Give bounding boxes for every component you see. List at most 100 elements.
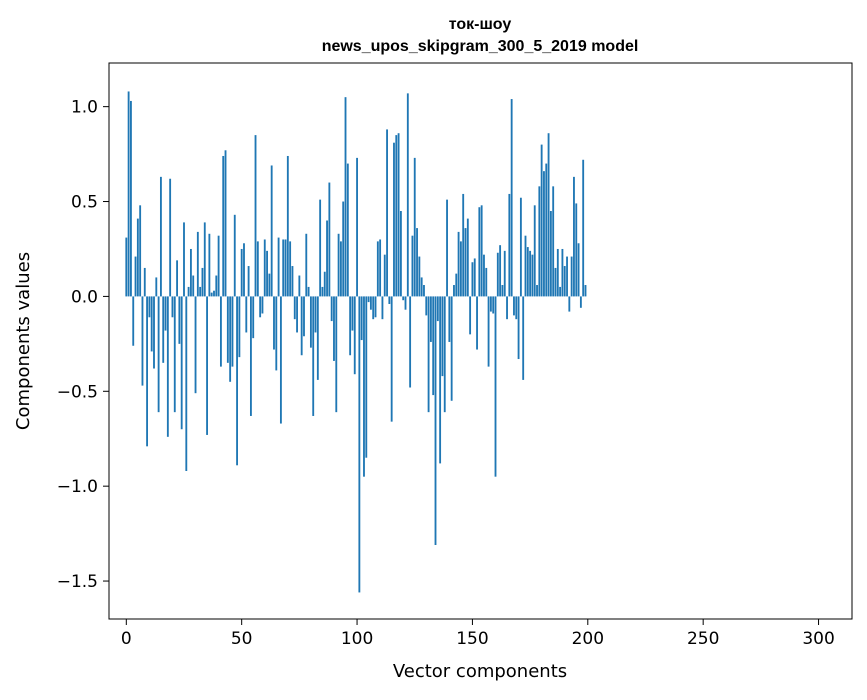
bar-175 — [529, 250, 532, 297]
bar-1 — [127, 91, 130, 297]
bar-83 — [316, 296, 319, 380]
bar-100 — [356, 157, 358, 297]
bar-124 — [411, 235, 414, 297]
bar-119 — [399, 211, 402, 297]
bar-92 — [337, 233, 340, 297]
bar-50 — [240, 248, 243, 297]
bar-95 — [344, 97, 347, 297]
y-tick-label: −1.0 — [57, 477, 98, 497]
bar-173 — [524, 235, 527, 297]
bar-136 — [439, 296, 442, 464]
bar-195 — [575, 203, 578, 297]
plot-frame — [108, 62, 853, 620]
bar-158 — [489, 296, 492, 312]
bar-169 — [515, 296, 518, 320]
bar-series — [125, 91, 587, 593]
bar-117 — [395, 135, 398, 297]
bar-188 — [559, 286, 562, 297]
bar-29 — [192, 275, 195, 297]
bar-96 — [346, 163, 349, 297]
bar-196 — [577, 243, 580, 297]
bar-60 — [263, 239, 266, 297]
bar-24 — [180, 296, 183, 430]
bar-164 — [503, 250, 506, 297]
bar-127 — [418, 256, 421, 297]
bar-191 — [566, 256, 568, 297]
bar-159 — [492, 296, 495, 314]
bar-109 — [376, 241, 379, 297]
bar-56 — [254, 135, 257, 297]
bar-51 — [243, 243, 245, 297]
bar-84 — [319, 199, 322, 297]
bar-55 — [252, 296, 255, 339]
y-axis-ticks: −1.5 −1.0 −0.5 0.0 0.5 1.0 — [57, 98, 109, 592]
bar-140 — [448, 296, 451, 342]
bar-71 — [289, 241, 292, 297]
bar-97 — [349, 296, 352, 356]
bar-123 — [409, 296, 412, 388]
bar-79 — [307, 286, 310, 297]
x-tick-label: 250 — [687, 629, 719, 649]
bar-126 — [416, 228, 418, 297]
bar-4 — [134, 256, 137, 297]
bar-89 — [330, 296, 333, 322]
bar-62 — [268, 273, 271, 297]
bar-189 — [561, 248, 564, 297]
bar-186 — [554, 267, 557, 297]
bar-94 — [342, 201, 345, 297]
bar-80 — [309, 296, 312, 348]
bar-21 — [173, 296, 176, 413]
bar-153 — [478, 207, 481, 297]
bar-61 — [266, 250, 268, 297]
bar-104 — [365, 296, 368, 458]
bar-3 — [132, 296, 135, 346]
bar-15 — [159, 176, 162, 297]
bar-183 — [547, 133, 550, 297]
bar-101 — [358, 296, 361, 593]
bar-118 — [397, 133, 400, 297]
bar-85 — [321, 286, 324, 297]
bar-87 — [326, 220, 328, 297]
bar-176 — [531, 254, 534, 297]
bar-37 — [210, 292, 213, 297]
bar-142 — [453, 285, 455, 297]
bar-151 — [473, 258, 476, 297]
bar-160 — [494, 296, 497, 477]
bar-91 — [335, 296, 338, 413]
bar-81 — [312, 296, 315, 416]
bar-102 — [360, 296, 363, 341]
bar-166 — [508, 193, 511, 297]
bar-143 — [455, 273, 458, 297]
bar-161 — [496, 252, 499, 297]
bar-187 — [556, 248, 559, 297]
bar-38 — [213, 290, 215, 297]
bar-78 — [305, 233, 308, 297]
chart-title: ток-шоу — [449, 16, 512, 33]
bar-197 — [579, 296, 582, 308]
bar-43 — [224, 150, 227, 297]
bar-27 — [187, 286, 190, 297]
bar-122 — [406, 93, 409, 297]
x-tick-label: 200 — [572, 629, 604, 649]
bar-179 — [538, 186, 541, 297]
bar-32 — [199, 286, 202, 297]
bar-162 — [499, 245, 502, 297]
bar-180 — [540, 144, 543, 297]
bar-107 — [372, 296, 375, 320]
bar-185 — [552, 186, 555, 297]
bar-170 — [517, 296, 520, 360]
bar-192 — [568, 296, 571, 312]
bar-7 — [141, 296, 144, 386]
bar-65 — [275, 296, 278, 371]
bar-172 — [522, 296, 525, 380]
bar-103 — [363, 296, 365, 477]
bar-171 — [519, 197, 522, 297]
bar-168 — [513, 296, 515, 316]
bar-86 — [323, 271, 326, 297]
bar-132 — [429, 296, 432, 342]
bar-23 — [178, 296, 181, 344]
bar-74 — [296, 296, 298, 333]
bar-114 — [388, 296, 391, 304]
bar-30 — [194, 296, 197, 394]
